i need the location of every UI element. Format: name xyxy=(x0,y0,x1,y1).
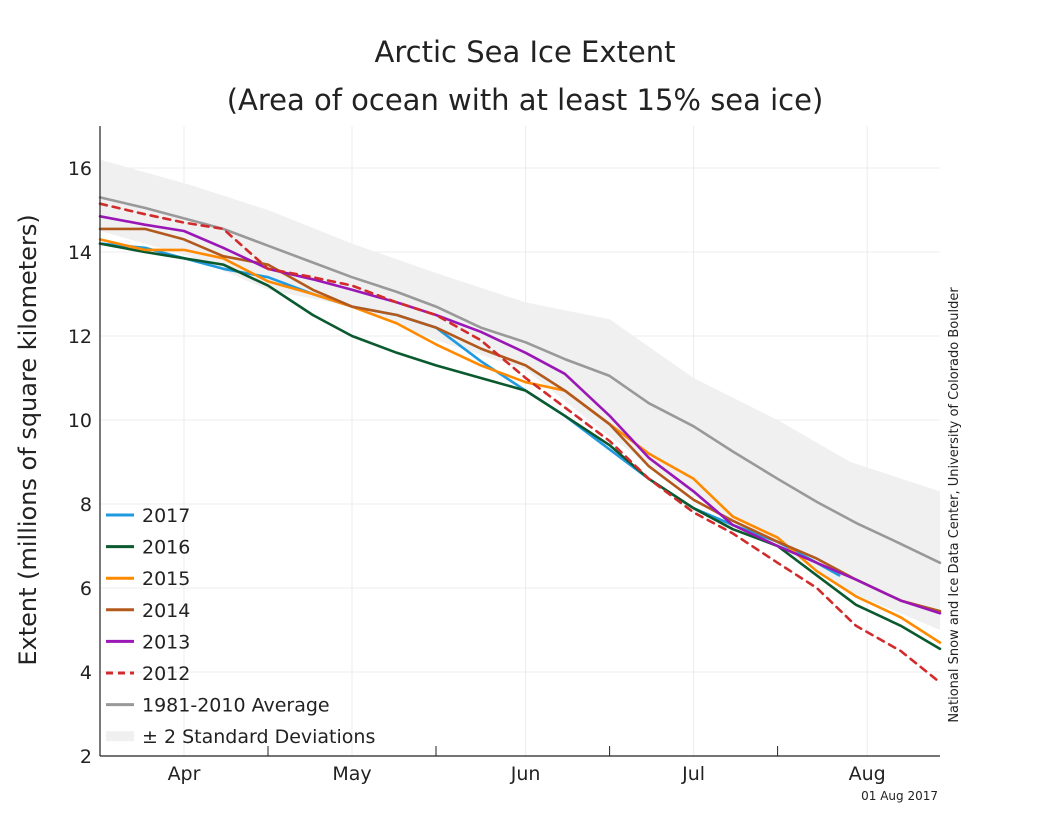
y-tick-label: 6 xyxy=(80,578,92,600)
chart-title-line-2: (Area of ocean with at least 15% sea ice… xyxy=(227,83,824,117)
axes xyxy=(99,126,940,757)
legend-label: 2016 xyxy=(142,537,190,559)
chart-title-line-1: Arctic Sea Ice Extent xyxy=(375,35,676,69)
y-tick-label: 4 xyxy=(80,662,92,684)
y-tick-labels: 2 4 6 8 10 12 14 16 xyxy=(68,158,92,768)
series-line-2014 xyxy=(98,227,942,613)
legend-label: 1981-2010 Average xyxy=(142,695,330,717)
series-line-2016 xyxy=(98,242,942,651)
y-axis-label: Extent (millions of square kilometers) xyxy=(14,214,42,665)
y-tick-label: 14 xyxy=(68,242,92,264)
legend-label: ± 2 Standard Deviations xyxy=(142,726,375,748)
legend-label: 2014 xyxy=(142,600,190,622)
credit-text: National Snow and Ice Data Center, Unive… xyxy=(947,287,962,723)
y-tick-label: 16 xyxy=(68,158,92,180)
legend-label: 2015 xyxy=(142,568,190,590)
x-tick-label: Apr xyxy=(168,763,201,785)
legend: 2017 2016 2015 2014 2013 2012 1981-2010 Averag… xyxy=(106,505,375,748)
y-tick-label: 2 xyxy=(80,746,92,768)
legend-label: 2013 xyxy=(142,631,190,653)
y-tick-label: 8 xyxy=(80,494,92,516)
x-tick-labels: Apr May Jun Jul Aug xyxy=(168,763,886,785)
x-tick-label: May xyxy=(332,763,371,785)
series-line-2012 xyxy=(98,202,942,684)
y-tick-label: 12 xyxy=(68,326,92,348)
y-tick-label: 10 xyxy=(68,410,92,432)
series-line-2015 xyxy=(98,238,942,644)
date-label: 01 Aug 2017 xyxy=(861,789,938,803)
series-line-2013 xyxy=(98,215,942,615)
series-layer xyxy=(98,196,942,684)
legend-label: 2012 xyxy=(142,663,190,685)
x-tick-label: Jul xyxy=(681,763,705,785)
series-line-1981-2010-average xyxy=(98,196,942,565)
x-tick-label: Aug xyxy=(849,763,886,785)
x-tick-label: Jun xyxy=(510,763,541,785)
legend-swatch-band xyxy=(106,731,134,742)
legend-label: 2017 xyxy=(142,505,190,527)
